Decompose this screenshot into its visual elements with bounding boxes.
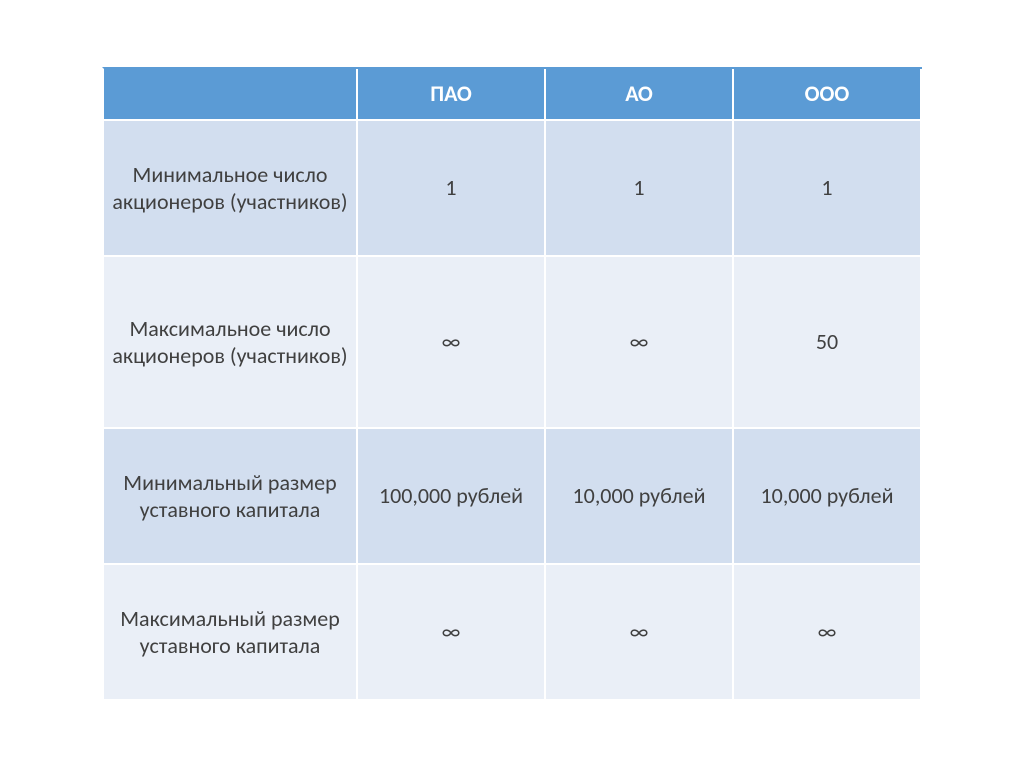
cell: ∞ <box>545 564 733 700</box>
comparison-table: ПАО АО ООО Минимальное число акционеров … <box>102 67 922 701</box>
table: ПАО АО ООО Минимальное число акционеров … <box>104 69 922 701</box>
header-pao: ПАО <box>357 69 545 120</box>
row-label: Максимальный размер уставного капитала <box>104 564 357 700</box>
row-label: Минимальное число акционеров (участников… <box>104 120 357 256</box>
table-row: Максимальное число акционеров (участнико… <box>104 256 921 428</box>
header-ooo: ООО <box>733 69 921 120</box>
cell: ∞ <box>357 564 545 700</box>
cell: 50 <box>733 256 921 428</box>
table-header-row: ПАО АО ООО <box>104 69 921 120</box>
cell: ∞ <box>357 256 545 428</box>
cell: ∞ <box>733 564 921 700</box>
header-blank <box>104 69 357 120</box>
table-row: Максимальный размер уставного капитала ∞… <box>104 564 921 700</box>
table-row: Минимальный размер уставного капитала 10… <box>104 428 921 564</box>
row-label: Минимальный размер уставного капитала <box>104 428 357 564</box>
cell: ∞ <box>545 256 733 428</box>
table-row: Минимальное число акционеров (участников… <box>104 120 921 256</box>
cell: 100,000 рублей <box>357 428 545 564</box>
header-ao: АО <box>545 69 733 120</box>
cell: 1 <box>545 120 733 256</box>
cell: 1 <box>733 120 921 256</box>
cell: 10,000 рублей <box>545 428 733 564</box>
row-label: Максимальное число акционеров (участнико… <box>104 256 357 428</box>
cell: 1 <box>357 120 545 256</box>
cell: 10,000 рублей <box>733 428 921 564</box>
